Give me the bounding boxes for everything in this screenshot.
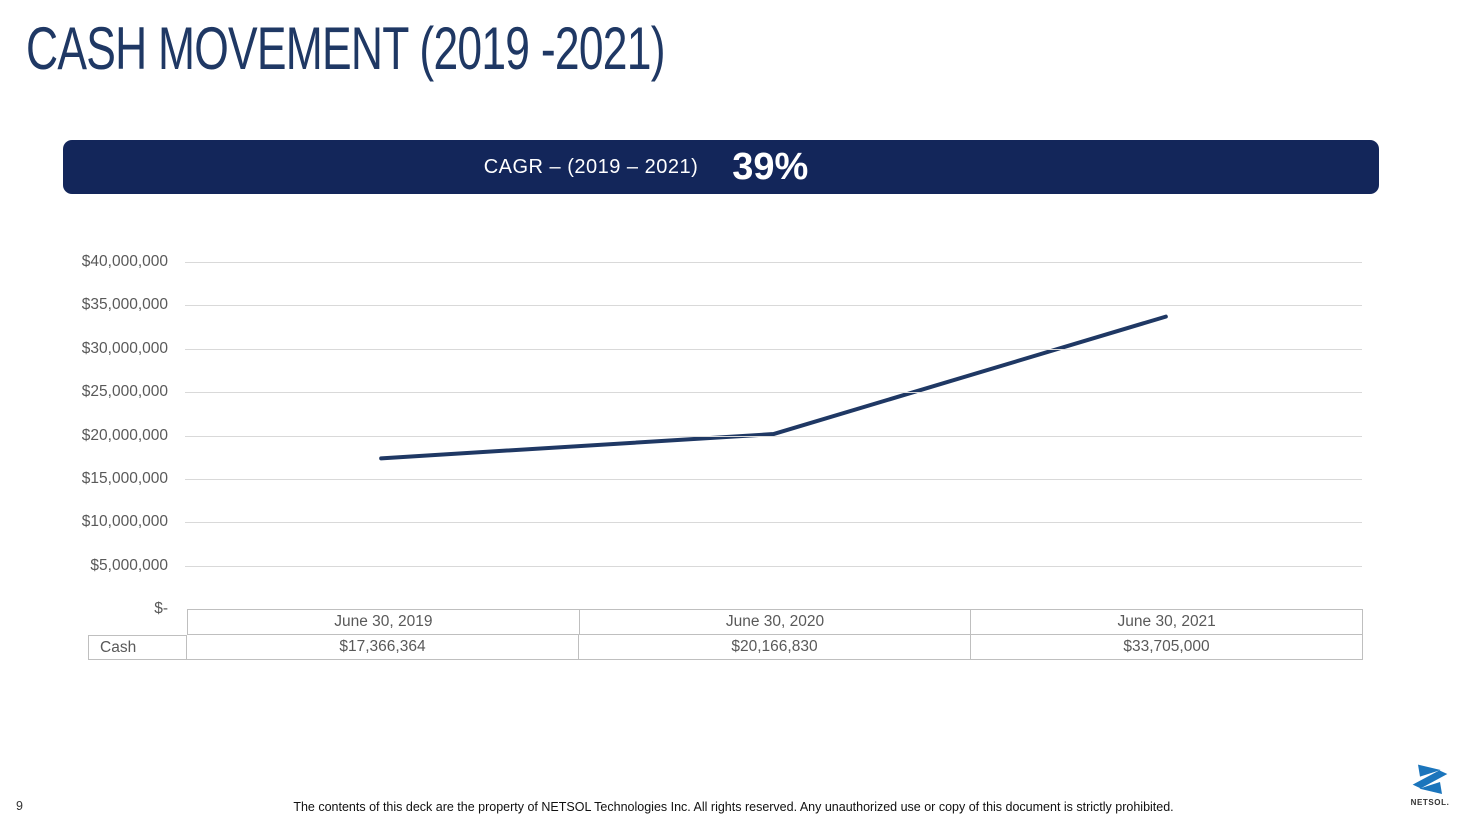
y-tick-label: $35,000,000 — [81, 296, 168, 314]
y-tick-label: $5,000,000 — [90, 556, 168, 574]
y-tick-label: $30,000,000 — [81, 339, 168, 357]
table-value-cell: $20,166,830 — [579, 635, 971, 660]
y-tick-label: $20,000,000 — [81, 426, 168, 444]
netsol-logo-icon — [1412, 764, 1448, 794]
netsol-logo: NETSOL. — [1403, 763, 1457, 807]
cash-line-chart — [379, 314, 1168, 461]
table-value-cell: $33,705,000 — [971, 635, 1363, 660]
cagr-banner: CAGR – (2019 – 2021) 39% — [63, 140, 1379, 194]
footer-copyright: The contents of this deck are the proper… — [293, 800, 1174, 814]
gridline — [185, 435, 1362, 437]
y-tick-label: $40,000,000 — [81, 253, 168, 270]
gridline — [185, 305, 1362, 307]
gridline — [185, 565, 1362, 567]
y-axis-labels: $40,000,000 $35,000,000 $30,000,000 $25,000… — [40, 253, 168, 617]
y-tick-label: $- — [154, 600, 168, 617]
y-tick-label: $25,000,000 — [81, 383, 168, 401]
gridline — [185, 392, 1362, 394]
table-header-cell: June 30, 2019 — [187, 609, 580, 635]
table-value-cell: $17,366,364 — [187, 635, 579, 660]
table-header-cell: June 30, 2021 — [971, 609, 1364, 635]
gridline — [185, 262, 1362, 263]
table-row-label: Cash — [88, 635, 187, 660]
table-header-row: June 30, 2019 June 30, 2020 June 30, 202… — [187, 609, 1364, 635]
cagr-value: 39% — [732, 145, 809, 188]
cagr-label: CAGR – (2019 – 2021) — [483, 155, 699, 178]
page-title: CASH MOVEMENT (2019 -2021) — [26, 15, 666, 82]
netsol-logo-text: NETSOL. — [1410, 798, 1450, 807]
y-tick-label: $10,000,000 — [81, 513, 168, 531]
cash-line-series — [379, 314, 1168, 461]
table-header-cell: June 30, 2020 — [579, 609, 972, 635]
gridline — [185, 348, 1362, 350]
table-data-row: Cash $17,366,364 $20,166,830 $33,705,000 — [88, 635, 1363, 660]
y-tick-label: $15,000,000 — [81, 469, 168, 487]
gridline — [185, 522, 1362, 524]
gridline — [185, 478, 1362, 480]
page-number: 9 — [16, 799, 23, 813]
plot-area — [185, 262, 1362, 609]
